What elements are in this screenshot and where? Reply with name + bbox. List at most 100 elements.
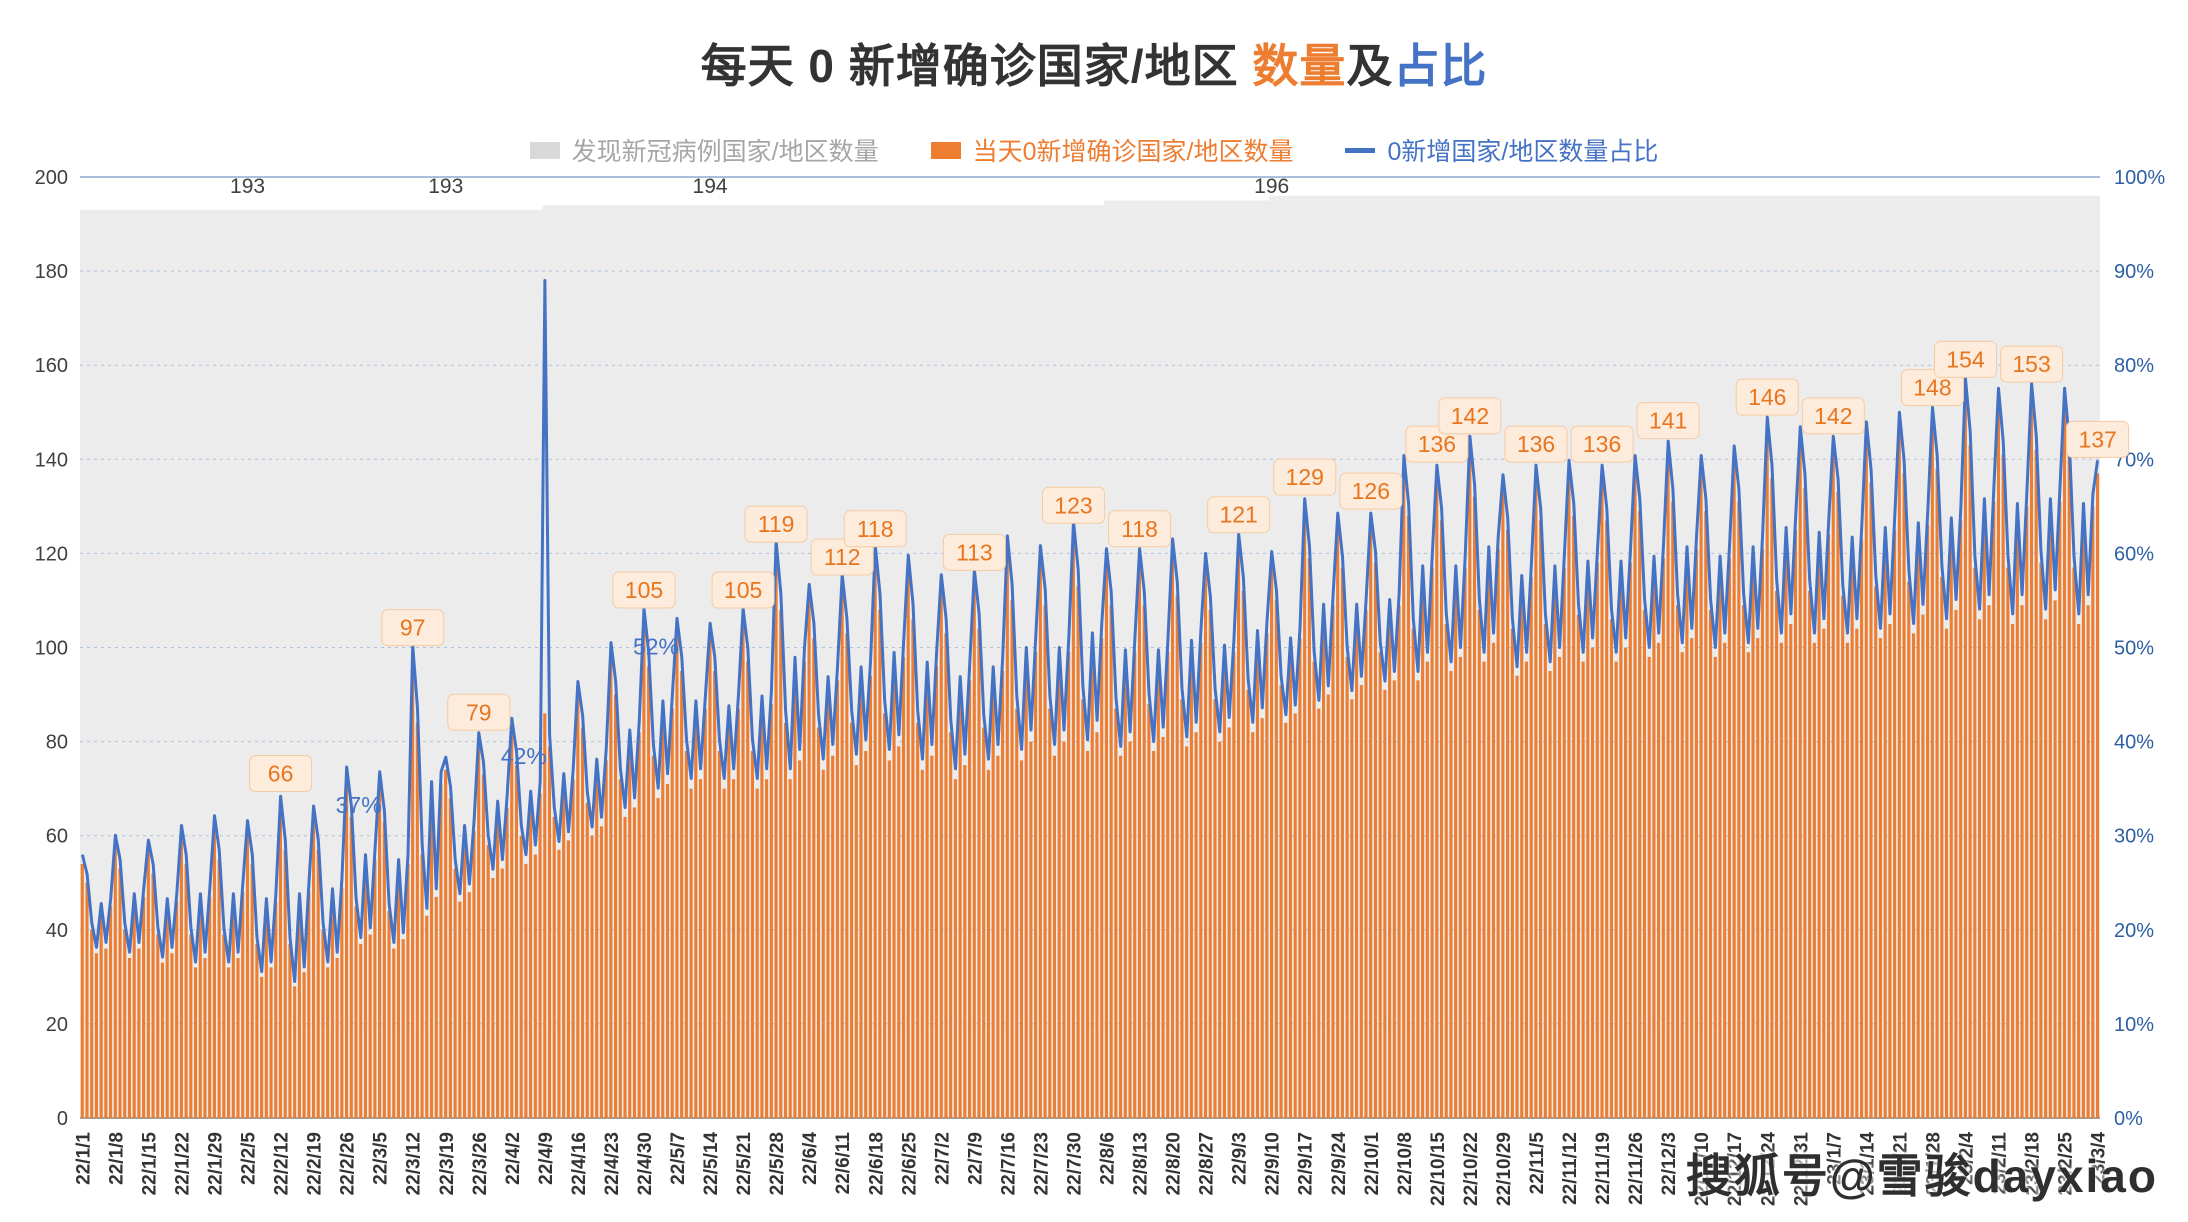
svg-text:136: 136: [1418, 431, 1456, 457]
svg-text:22/7/9: 22/7/9: [965, 1132, 986, 1185]
svg-text:22/6/25: 22/6/25: [899, 1132, 920, 1196]
svg-text:23/1/21: 23/1/21: [1890, 1132, 1911, 1196]
svg-text:129: 129: [1286, 464, 1324, 490]
svg-text:23/1/28: 23/1/28: [1923, 1132, 1944, 1195]
svg-text:23/3/4: 23/3/4: [2089, 1132, 2110, 1185]
svg-text:22/10/22: 22/10/22: [1461, 1132, 1482, 1206]
svg-text:121: 121: [1219, 502, 1257, 528]
legend: 发现新冠病例国家/地区数量 当天0新增确诊国家/地区数量 0新增国家/地区数量占…: [0, 132, 2188, 168]
title-and: 及: [1346, 40, 1394, 92]
svg-text:22/3/19: 22/3/19: [437, 1132, 458, 1195]
svg-text:140: 140: [35, 449, 68, 471]
svg-text:60: 60: [46, 826, 68, 848]
svg-text:22/2/5: 22/2/5: [239, 1132, 260, 1185]
svg-text:141: 141: [1649, 408, 1687, 434]
svg-text:142: 142: [1451, 403, 1489, 429]
svg-text:100: 100: [35, 638, 68, 660]
svg-text:22/1/1: 22/1/1: [73, 1132, 94, 1185]
svg-text:22/8/20: 22/8/20: [1164, 1132, 1185, 1195]
svg-text:148: 148: [1913, 375, 1951, 401]
svg-text:22/8/6: 22/8/6: [1098, 1132, 1119, 1185]
y-axis-left-labels: 0 20 40 60 80 100 120 140 160 180 200: [35, 167, 68, 1130]
svg-text:22/4/23: 22/4/23: [602, 1132, 623, 1195]
svg-text:23/1/7: 23/1/7: [1824, 1132, 1845, 1185]
svg-text:22/9/24: 22/9/24: [1329, 1132, 1350, 1196]
svg-text:22/10/1: 22/10/1: [1362, 1132, 1383, 1196]
svg-text:0%: 0%: [2114, 1108, 2143, 1130]
svg-text:22/9/10: 22/9/10: [1263, 1132, 1284, 1195]
legend-label-ratio: 0新增国家/地区数量占比: [1387, 138, 1659, 166]
svg-text:22/10/8: 22/10/8: [1395, 1132, 1416, 1195]
svg-text:22/6/11: 22/6/11: [833, 1132, 854, 1195]
svg-text:22/11/5: 22/11/5: [1527, 1132, 1548, 1195]
svg-text:10%: 10%: [2114, 1014, 2154, 1036]
svg-text:22/11/12: 22/11/12: [1560, 1132, 1581, 1205]
svg-text:142: 142: [1814, 403, 1852, 429]
svg-text:30%: 30%: [2114, 826, 2154, 848]
svg-text:40: 40: [46, 920, 68, 942]
svg-text:118: 118: [857, 516, 894, 542]
legend-label-zero-new: 当天0新增确诊国家/地区数量: [972, 138, 1294, 166]
svg-text:22/5/28: 22/5/28: [767, 1132, 788, 1195]
svg-text:22/8/27: 22/8/27: [1197, 1132, 1218, 1195]
svg-text:22/1/22: 22/1/22: [172, 1132, 193, 1195]
svg-text:22/2/12: 22/2/12: [272, 1132, 293, 1195]
svg-text:22/8/13: 22/8/13: [1131, 1132, 1152, 1195]
svg-text:80: 80: [46, 732, 68, 754]
line-series-swatch-icon: [1345, 147, 1376, 153]
svg-text:200: 200: [35, 167, 68, 189]
legend-item-zero-new-ratio: 0新增国家/地区数量占比: [1345, 132, 1658, 168]
svg-text:105: 105: [724, 577, 762, 603]
svg-text:23/2/11: 23/2/11: [1990, 1132, 2011, 1195]
svg-text:40%: 40%: [2114, 732, 2154, 754]
svg-text:193: 193: [230, 175, 265, 198]
area-series-swatch-icon: [529, 141, 560, 159]
svg-text:136: 136: [1517, 431, 1555, 457]
svg-text:22/2/26: 22/2/26: [338, 1132, 359, 1195]
svg-text:137: 137: [2078, 426, 2116, 452]
title-main: 每天 0 新增确诊国家/地区: [700, 40, 1253, 92]
svg-text:42%: 42%: [501, 743, 547, 769]
svg-text:154: 154: [1946, 346, 1985, 372]
svg-text:37%: 37%: [336, 792, 382, 818]
svg-text:22/5/7: 22/5/7: [668, 1132, 689, 1185]
zero-new-bars-series: [80, 393, 2100, 1119]
svg-text:20: 20: [46, 1014, 68, 1036]
svg-text:22/4/30: 22/4/30: [635, 1132, 656, 1195]
svg-text:22/9/3: 22/9/3: [1230, 1132, 1251, 1185]
watermark: 搜狐号@雪骏dayxiao: [1685, 1150, 2158, 1202]
x-axis-labels: 22/1/1 22/1/8 22/1/15 22/1/22 22/1/29 22/2/5 2…: [73, 1132, 2109, 1206]
svg-text:160: 160: [35, 355, 68, 377]
svg-text:22/5/14: 22/5/14: [701, 1132, 722, 1196]
svg-text:22/12/10: 22/12/10: [1692, 1132, 1713, 1206]
title-ratio: 占比: [1393, 40, 1488, 92]
svg-text:22/4/9: 22/4/9: [536, 1132, 557, 1185]
svg-text:22/10/29: 22/10/29: [1494, 1132, 1515, 1206]
svg-text:22/12/24: 22/12/24: [1758, 1132, 1779, 1206]
svg-text:22/3/26: 22/3/26: [470, 1132, 491, 1195]
svg-text:23/2/4: 23/2/4: [1956, 1132, 1977, 1185]
svg-text:22/6/18: 22/6/18: [866, 1132, 887, 1195]
svg-text:52%: 52%: [633, 634, 679, 660]
svg-text:22/7/23: 22/7/23: [1031, 1132, 1052, 1195]
svg-text:22/12/31: 22/12/31: [1791, 1132, 1812, 1206]
pct-line-series: [80, 279, 2100, 983]
svg-text:146: 146: [1748, 384, 1786, 410]
svg-text:22/7/16: 22/7/16: [998, 1132, 1019, 1195]
svg-text:100%: 100%: [2114, 167, 2165, 189]
svg-text:50%: 50%: [2114, 638, 2154, 660]
svg-text:20%: 20%: [2114, 920, 2154, 942]
y-axis-right-labels: 0%10%20%30%40%50%60%70%80%90%100%: [2114, 167, 2165, 1130]
svg-text:22/11/26: 22/11/26: [1626, 1132, 1647, 1205]
legend-item-zero-new-count: 当天0新增确诊国家/地区数量: [930, 132, 1294, 168]
svg-text:22/10/15: 22/10/15: [1428, 1132, 1449, 1206]
svg-text:126: 126: [1352, 478, 1390, 504]
svg-text:22/2/19: 22/2/19: [305, 1132, 326, 1195]
svg-text:113: 113: [956, 539, 993, 565]
svg-text:22/12/17: 22/12/17: [1725, 1132, 1746, 1206]
svg-text:153: 153: [2012, 351, 2050, 377]
svg-text:22/12/3: 22/12/3: [1659, 1132, 1680, 1195]
